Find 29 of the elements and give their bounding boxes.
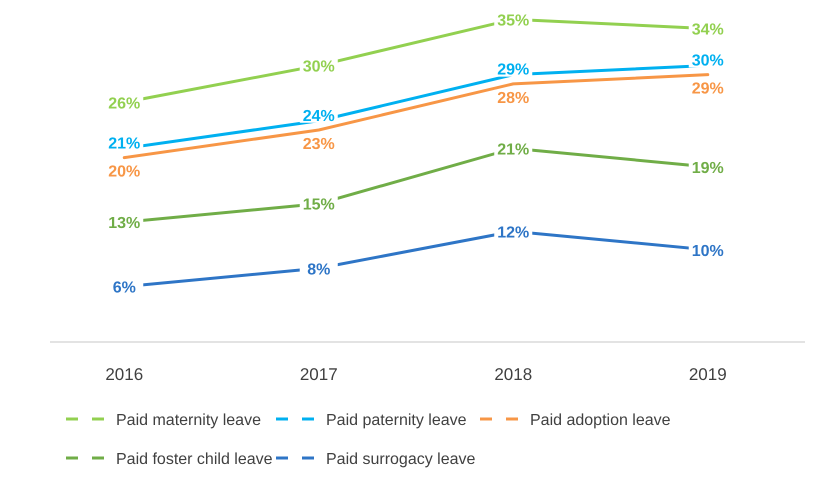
legend-label: Paid foster child leave (116, 451, 273, 468)
legend-label: Paid paternity leave (326, 412, 467, 429)
data-label: 23% (302, 136, 335, 153)
legend-label: Paid surrogacy leave (326, 451, 476, 468)
data-label: 26% (108, 95, 140, 112)
data-label: 15% (302, 196, 335, 214)
data-label: 29% (497, 62, 530, 79)
data-label: 21% (108, 135, 140, 152)
data-label: 28% (497, 90, 530, 107)
data-label: 21% (497, 141, 530, 158)
data-label: 10% (692, 242, 724, 260)
x-tick-label: 2019 (688, 365, 727, 384)
data-label: 8% (307, 261, 330, 278)
data-label: 13% (108, 215, 140, 232)
data-label: 29% (692, 80, 724, 98)
legend-label: Paid adoption leave (530, 412, 671, 429)
data-label: 20% (108, 164, 140, 181)
x-tick-label: 2018 (494, 365, 532, 384)
data-label: 12% (497, 224, 530, 242)
data-label: 19% (692, 160, 724, 177)
x-tick-label: 2017 (300, 365, 338, 384)
data-label: 30% (692, 52, 724, 70)
data-label: 35% (497, 12, 530, 30)
data-label: 34% (692, 22, 724, 39)
data-label: 6% (112, 280, 136, 297)
data-label: 30% (302, 58, 335, 76)
data-label: 24% (302, 108, 335, 125)
x-tick-label: 2016 (105, 365, 144, 384)
legend-label: Paid maternity leave (116, 412, 262, 429)
